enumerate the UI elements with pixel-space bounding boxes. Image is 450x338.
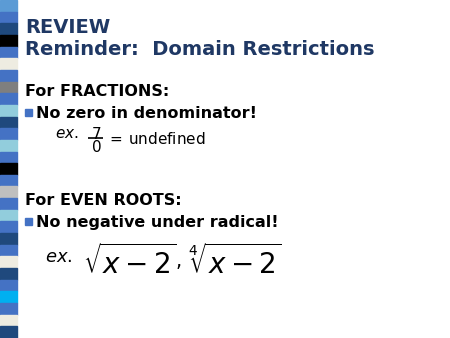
Bar <box>25 218 32 225</box>
Text: For FRACTIONS:: For FRACTIONS: <box>25 84 169 99</box>
Bar <box>0 70 17 81</box>
Text: $=\,\mathsf{undefined}$: $=\,\mathsf{undefined}$ <box>107 131 206 147</box>
Bar <box>0 327 17 338</box>
Bar <box>0 233 17 245</box>
Bar <box>0 187 17 198</box>
Text: $\boldsymbol{\mathit{ex.}}$: $\boldsymbol{\mathit{ex.}}$ <box>45 248 72 266</box>
Bar <box>0 128 17 140</box>
Bar <box>0 117 17 128</box>
Bar <box>0 93 17 105</box>
Text: $,$: $,$ <box>175 252 181 271</box>
Bar <box>0 140 17 151</box>
Bar <box>0 58 17 70</box>
Text: No negative under radical!: No negative under radical! <box>36 215 279 230</box>
Bar <box>0 198 17 210</box>
Bar <box>0 280 17 291</box>
Text: REVIEW: REVIEW <box>25 18 110 37</box>
Bar <box>0 151 17 163</box>
Text: $\sqrt[4]{x-2}$: $\sqrt[4]{x-2}$ <box>188 244 282 280</box>
Bar <box>0 47 17 58</box>
Bar <box>0 210 17 221</box>
Bar <box>0 163 17 175</box>
Text: $7$: $7$ <box>91 126 101 142</box>
Text: For EVEN ROOTS:: For EVEN ROOTS: <box>25 193 182 208</box>
Bar <box>0 105 17 117</box>
Bar <box>0 303 17 315</box>
Bar <box>0 291 17 303</box>
Bar <box>0 175 17 187</box>
Bar <box>0 35 17 47</box>
Bar <box>0 221 17 233</box>
Bar <box>0 315 17 327</box>
Bar <box>25 109 32 116</box>
Bar <box>0 257 17 268</box>
Text: No zero in denominator!: No zero in denominator! <box>36 106 257 121</box>
Bar <box>0 0 17 11</box>
Bar <box>0 268 17 280</box>
Bar <box>0 81 17 93</box>
Text: $0$: $0$ <box>91 139 102 155</box>
Bar <box>0 23 17 35</box>
Text: $\mathit{ex.}$: $\mathit{ex.}$ <box>55 126 79 141</box>
Text: $\sqrt{x-2}$: $\sqrt{x-2}$ <box>83 244 176 280</box>
Bar <box>0 245 17 257</box>
Text: Reminder:  Domain Restrictions: Reminder: Domain Restrictions <box>25 40 374 59</box>
Bar <box>0 11 17 23</box>
